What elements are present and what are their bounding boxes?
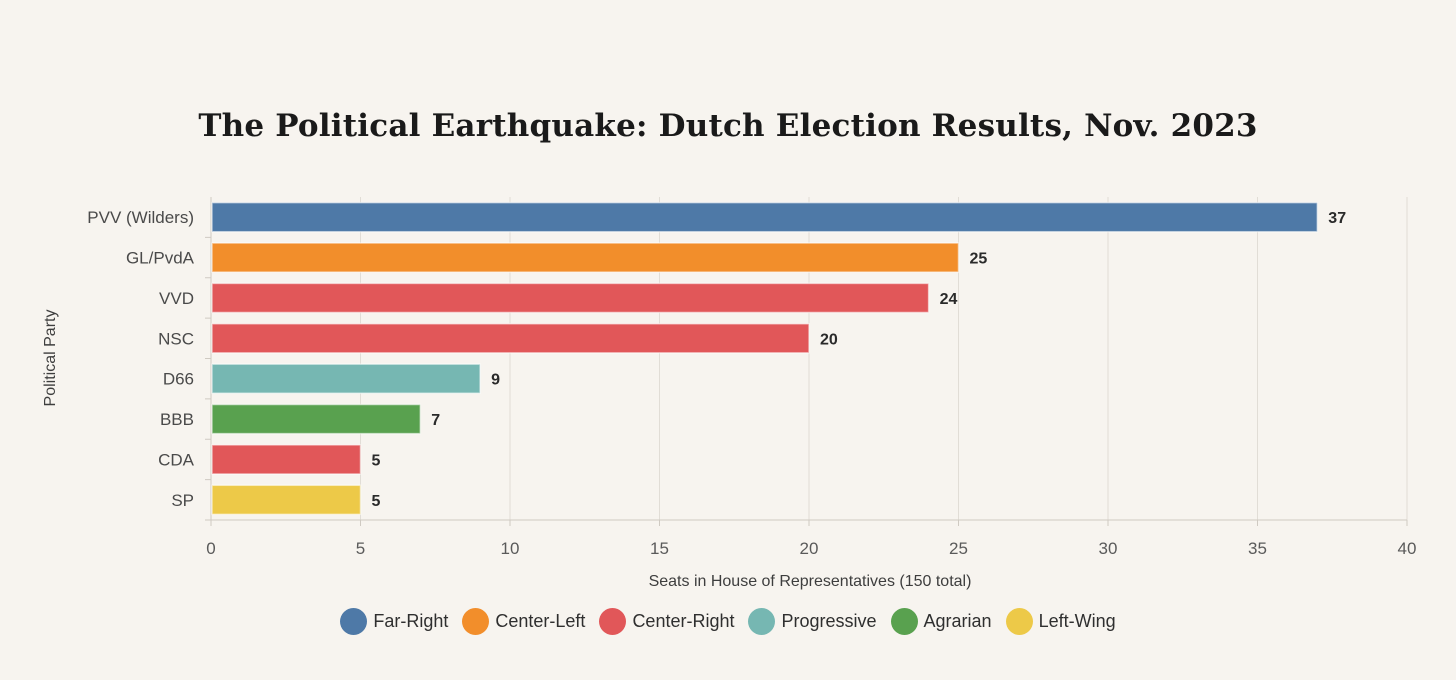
category-label: PVV (Wilders) xyxy=(87,208,194,227)
category-label: BBB xyxy=(160,410,194,429)
bar-pvv-wilders xyxy=(211,201,1319,233)
value-label: 25 xyxy=(970,251,988,268)
legend-label: Progressive xyxy=(781,611,877,631)
legend-label: Agrarian xyxy=(923,611,992,631)
legend-swatch-icon xyxy=(1005,608,1033,635)
bars xyxy=(211,201,1319,516)
category-label: SP xyxy=(171,491,194,510)
legend-item[interactable]: Left-Wing xyxy=(1005,608,1116,635)
x-tick-label: 35 xyxy=(1248,539,1267,558)
x-axis-title: Seats in House of Representatives (150 t… xyxy=(649,573,972,590)
legend-swatch-icon xyxy=(340,608,368,635)
legend-swatch-icon xyxy=(890,608,918,635)
legend-label: Center-Left xyxy=(495,611,586,631)
bar-d66 xyxy=(211,363,481,394)
category-label: CDA xyxy=(158,450,195,469)
legend-swatch-icon xyxy=(748,608,776,635)
bar-gl-pvda xyxy=(211,242,960,273)
bar-nsc xyxy=(211,323,810,354)
x-tick-label: 15 xyxy=(650,539,669,558)
value-label: 24 xyxy=(940,291,958,308)
bar-bbb xyxy=(211,403,422,435)
legend-swatch-icon xyxy=(599,608,627,635)
x-tick-label: 30 xyxy=(1099,539,1118,558)
value-label: 5 xyxy=(372,452,381,469)
bar-sp xyxy=(211,484,362,516)
legend-item[interactable]: Far-Right xyxy=(340,608,448,635)
category-label: NSC xyxy=(158,329,194,348)
value-label: 37 xyxy=(1328,210,1346,227)
x-tick-label: 25 xyxy=(949,539,968,558)
x-tick-label: 20 xyxy=(800,539,819,558)
bar-cda xyxy=(211,444,362,475)
legend-item[interactable]: Agrarian xyxy=(890,608,992,635)
legend-label: Left-Wing xyxy=(1038,611,1116,631)
y-axis-title: Political Party xyxy=(42,310,59,407)
value-label: 9 xyxy=(491,372,500,389)
chart-title: The Political Earthquake: Dutch Election… xyxy=(198,108,1258,144)
x-tick-label: 10 xyxy=(501,539,520,558)
x-tick-label: 0 xyxy=(206,539,215,558)
axis-ticks: 0 5 10 15 20 25 30 35 40 PVV (Wilders) 37 GL/PvdA 25… xyxy=(87,208,1416,558)
legend-item[interactable]: Center-Left xyxy=(462,608,585,635)
legend-swatch-icon xyxy=(462,608,490,635)
value-label: 20 xyxy=(820,331,838,348)
x-tick-label: 5 xyxy=(356,539,365,558)
value-label: 7 xyxy=(431,412,440,429)
legend-label: Far-Right xyxy=(373,611,449,631)
x-tick-label: 40 xyxy=(1398,539,1417,558)
legend: Far-Right Center-Left Center-Right Progress… xyxy=(0,608,1456,635)
legend-label: Center-Right xyxy=(632,611,735,631)
legend-item[interactable]: Center-Right xyxy=(599,608,734,635)
legend-item[interactable]: Progressive xyxy=(748,608,877,635)
value-label: 5 xyxy=(372,493,381,510)
bar-vvd xyxy=(211,282,930,314)
category-label: GL/PvdA xyxy=(126,249,195,268)
category-label: D66 xyxy=(163,370,194,389)
category-label: VVD xyxy=(159,289,194,308)
